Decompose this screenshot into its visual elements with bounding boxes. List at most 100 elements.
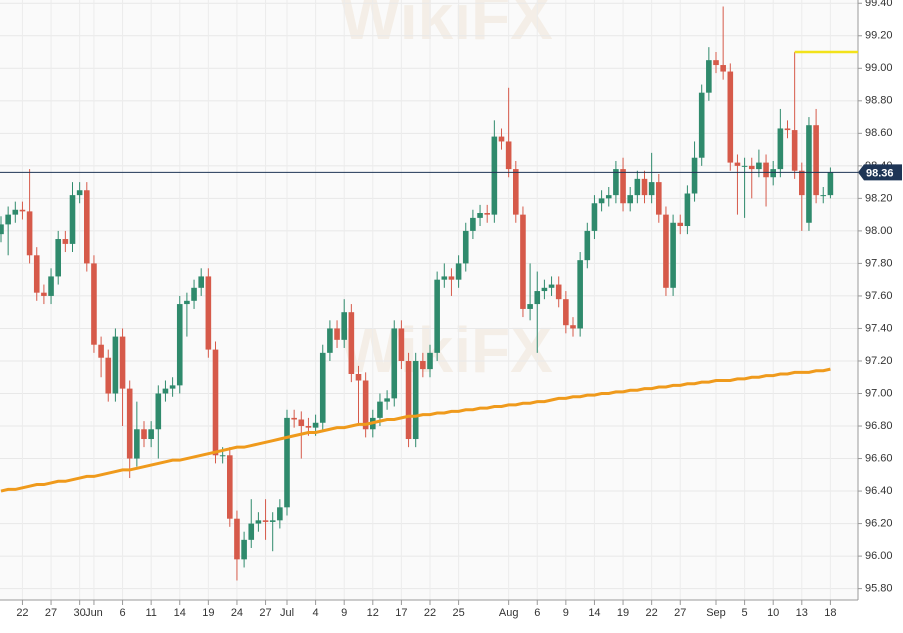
candle-body [191, 287, 197, 301]
candle-body [377, 401, 383, 418]
candle-body [176, 304, 183, 386]
candle-body [691, 157, 698, 194]
candle-body [684, 193, 691, 227]
x-tick-label: 27 [45, 607, 57, 619]
candle-body [520, 214, 526, 309]
candle-body [262, 520, 269, 522]
y-tick-label: 98.00 [865, 225, 893, 237]
candle-body [541, 287, 548, 292]
x-tick-label: Jul [280, 607, 294, 619]
candle-body [763, 162, 769, 178]
candle-body [441, 276, 448, 280]
candle-body [134, 429, 140, 459]
y-tick-label: 98.80 [865, 95, 893, 107]
candle-body [105, 357, 112, 394]
moving-average [0, 367, 831, 493]
candle-body [312, 422, 319, 428]
candle-body [198, 276, 204, 288]
candle-body [219, 455, 226, 457]
candle-body [548, 284, 555, 288]
candle-body [462, 230, 469, 264]
y-tick-label: 96.80 [865, 420, 893, 432]
candle-body [184, 300, 190, 305]
candle-body [791, 130, 798, 171]
candle-body [706, 60, 712, 93]
candle-body [713, 60, 719, 66]
candle-body [534, 291, 541, 305]
candle-body [641, 178, 648, 196]
x-tick-label: 27 [674, 607, 686, 619]
x-tick-label: 10 [767, 607, 779, 619]
candle-body [405, 360, 412, 440]
y-tick-label: 96.40 [865, 485, 893, 497]
x-tick-label: 30 [74, 607, 86, 619]
candle-body [205, 276, 212, 350]
candle-body [598, 198, 605, 204]
candle-body [19, 209, 26, 212]
candle-body [162, 388, 169, 394]
y-tick-label: 99.40 [865, 0, 893, 9]
candle-body [384, 398, 390, 402]
candle-body [48, 276, 54, 296]
candle-body [234, 518, 240, 560]
candle-body [827, 172, 834, 196]
candle-body [362, 380, 369, 430]
candle-body [784, 128, 791, 131]
candle-body [491, 136, 498, 215]
last-price-box [858, 164, 902, 181]
x-tick-label: Jun [85, 607, 103, 619]
candle-body [5, 214, 11, 225]
x-tick-label: 22 [646, 607, 658, 619]
candle-body [84, 190, 90, 264]
candle-body [427, 352, 433, 370]
x-tick-label: 25 [452, 607, 464, 619]
x-tick-label: 4 [313, 607, 319, 619]
y-tick-label: 96.20 [865, 517, 893, 529]
candle-body [734, 162, 741, 166]
candle-body [591, 203, 598, 231]
watermark: WikiFX [340, 0, 553, 53]
candle-body [727, 71, 734, 163]
x-tick-label: 12 [367, 607, 379, 619]
candle-body [448, 276, 455, 280]
candle-body [341, 312, 347, 340]
candle-body [334, 328, 340, 340]
x-tick-label: 13 [796, 607, 808, 619]
x-tick-label: 9 [563, 607, 569, 619]
candle-body [477, 213, 483, 218]
x-tick-label: 6 [119, 607, 125, 619]
candle-body [12, 209, 19, 215]
candle-body [255, 520, 262, 524]
candle-body [620, 169, 626, 204]
candle-body [470, 217, 476, 231]
candle-body [327, 328, 333, 353]
x-tick-label: 11 [145, 607, 156, 619]
candle-body [62, 239, 69, 244]
candle-body [570, 325, 576, 329]
candle-body [555, 284, 562, 300]
candle-body [741, 165, 748, 167]
candle-body [756, 162, 762, 170]
x-tick-label: 27 [259, 607, 271, 619]
candle-body [434, 279, 440, 353]
x-tick-label: 19 [617, 607, 629, 619]
candle-body [241, 539, 247, 560]
y-tick-label: 98.20 [865, 192, 893, 204]
candle-body [412, 360, 419, 440]
x-tick-label: 17 [395, 607, 407, 619]
x-tick-label: Aug [499, 607, 519, 619]
candle-body [212, 349, 219, 456]
candle-body [777, 128, 784, 170]
x-tick-label: 14 [588, 607, 600, 619]
y-tick-label: 99.20 [865, 30, 893, 42]
x-tick-label: 18 [824, 607, 836, 619]
candle-body [269, 520, 276, 522]
candle-body [820, 195, 827, 197]
y-tick-label: 99.00 [865, 62, 893, 74]
candle-body [770, 169, 776, 178]
y-tick-label: 97.00 [865, 387, 893, 399]
candle-body [656, 182, 662, 215]
candle-body [813, 125, 819, 196]
candle-body [799, 170, 805, 196]
y-tick-label: 98.60 [865, 127, 893, 139]
